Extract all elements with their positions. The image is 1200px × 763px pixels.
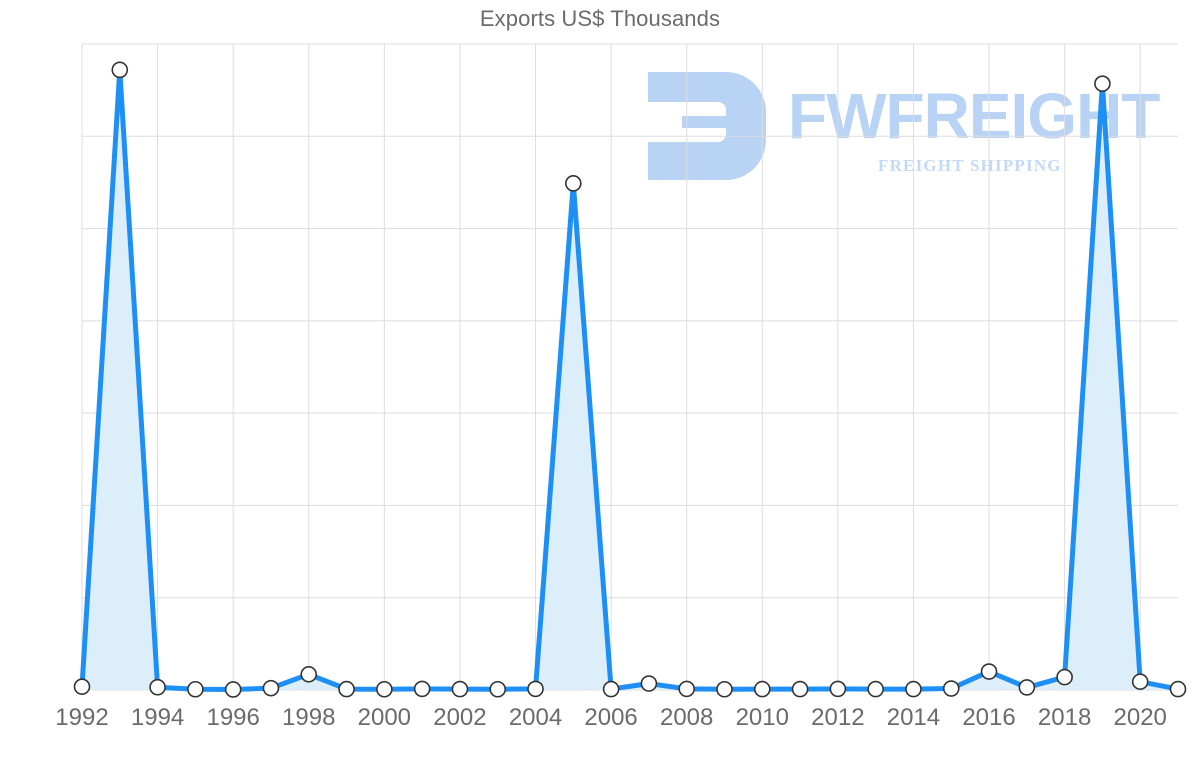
data-point-marker[interactable] (753, 680, 771, 698)
data-line-path (79, 67, 1181, 692)
data-point-marker[interactable] (716, 680, 733, 698)
data-markers (73, 61, 1187, 698)
data-point-marker[interactable] (451, 680, 469, 698)
data-point-marker[interactable] (1056, 668, 1073, 686)
data-line (79, 67, 1181, 692)
data-point-marker[interactable] (602, 680, 620, 698)
grid-lines (81, 43, 1178, 691)
data-point-marker[interactable] (1094, 75, 1111, 92)
data-point-marker[interactable] (678, 680, 695, 698)
x-axis-tick-label: 1998 (282, 704, 336, 731)
data-point-marker[interactable] (1169, 680, 1187, 698)
x-axis-tick-label: 2018 (1037, 704, 1092, 731)
data-point-marker[interactable] (262, 679, 280, 697)
data-point-marker[interactable] (300, 666, 318, 683)
x-axis-tick-label: 1996 (206, 704, 260, 731)
x-axis-tick-label: 2006 (584, 704, 638, 731)
x-axis-tick-label: 1992 (55, 704, 109, 731)
data-point-marker[interactable] (980, 663, 998, 680)
data-point-marker[interactable] (489, 680, 507, 698)
x-axis-tick-label: 2012 (811, 704, 865, 731)
data-point-marker[interactable] (829, 680, 847, 698)
x-axis-tick-label: 2008 (659, 704, 714, 731)
data-point-marker[interactable] (73, 678, 91, 695)
data-point-marker[interactable] (1131, 673, 1149, 690)
data-point-marker[interactable] (1018, 679, 1036, 696)
x-axis-tick-label: 2014 (886, 704, 941, 731)
data-point-marker[interactable] (905, 680, 922, 698)
data-point-marker[interactable] (640, 675, 658, 692)
area-fill-path (82, 69, 1178, 691)
area-fill (82, 69, 1178, 691)
x-axis-tick-label: 1994 (130, 704, 185, 731)
x-axis-tick-label: 2004 (508, 704, 563, 731)
data-point-marker[interactable] (942, 680, 960, 697)
data-point-marker[interactable] (565, 175, 582, 192)
chart-title: Exports US$ Thousands (479, 6, 721, 31)
x-axis-tick-label: 2020 (1113, 704, 1167, 731)
x-axis-tick-label: 2002 (433, 704, 487, 731)
data-point-marker[interactable] (111, 61, 129, 79)
data-point-marker[interactable] (527, 680, 544, 698)
data-point-marker[interactable] (376, 680, 393, 698)
x-axis-tick-label: 2016 (962, 704, 1016, 731)
x-axis-tick-label: 2000 (357, 704, 412, 731)
x-axis-tick-label: 2010 (735, 704, 789, 731)
data-point-marker[interactable] (413, 680, 431, 698)
data-point-marker[interactable] (867, 680, 884, 698)
data-point-marker[interactable] (187, 680, 204, 698)
data-point-marker[interactable] (149, 678, 166, 696)
data-point-marker[interactable] (224, 681, 242, 698)
data-point-marker[interactable] (338, 680, 355, 698)
data-point-marker[interactable] (791, 680, 809, 698)
